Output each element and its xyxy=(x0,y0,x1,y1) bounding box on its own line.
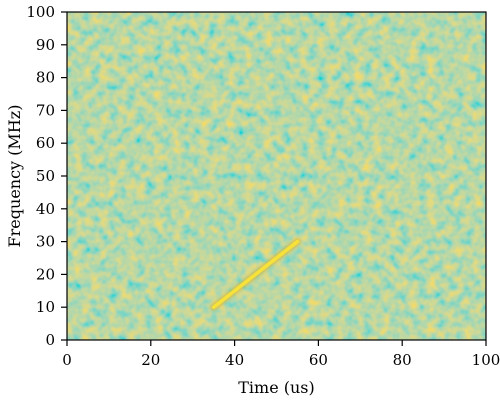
x-tick-label-80: 80 xyxy=(393,351,412,369)
x-tick-label-20: 20 xyxy=(141,351,160,369)
y-tick-label-20: 20 xyxy=(36,265,55,283)
y-tick-label-100: 100 xyxy=(26,3,55,21)
x-tick-label-60: 60 xyxy=(309,351,328,369)
y-axis: 0 10 20 30 40 50 60 70 80 90 100 xyxy=(26,3,67,349)
x-tick-label-40: 40 xyxy=(225,351,244,369)
y-tick-label-50: 50 xyxy=(36,167,55,185)
y-tick-label-90: 90 xyxy=(36,36,55,54)
y-tick-label-40: 40 xyxy=(36,200,55,218)
y-tick-label-10: 10 xyxy=(36,298,55,316)
x-axis-label: Time (us) xyxy=(238,378,315,397)
x-axis: 0 20 40 60 80 100 xyxy=(62,340,500,369)
signal-layer xyxy=(210,238,301,311)
y-tick-label-80: 80 xyxy=(36,69,55,87)
y-tick-label-30: 30 xyxy=(36,233,55,251)
y-tick-label-0: 0 xyxy=(45,331,55,349)
y-tick-label-60: 60 xyxy=(36,134,55,152)
signal-chirp-line-0 xyxy=(211,239,300,309)
noise-texture xyxy=(67,12,486,340)
y-tick-label-70: 70 xyxy=(36,101,55,119)
plot-area xyxy=(67,12,486,340)
y-axis-label: Frequency (MHz) xyxy=(5,105,24,248)
x-tick-label-100: 100 xyxy=(472,351,500,369)
x-tick-label-0: 0 xyxy=(62,351,72,369)
